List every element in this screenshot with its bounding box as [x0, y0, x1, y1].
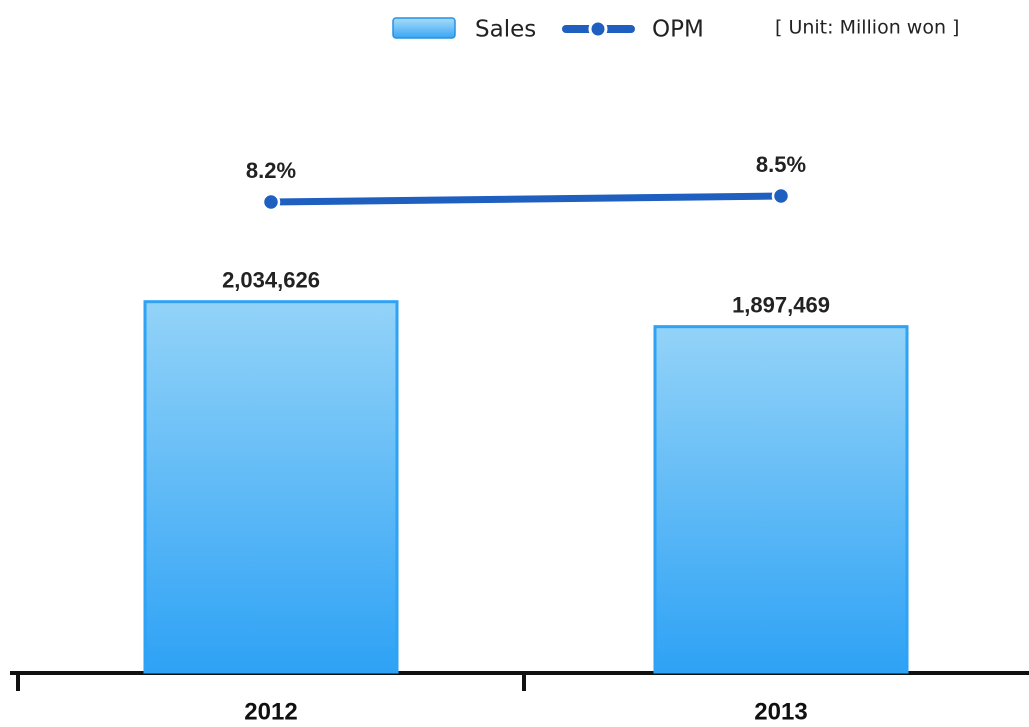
data-label: 8.5%	[756, 152, 806, 177]
legend-label: OPM	[652, 17, 704, 43]
data-label: 1,897,469	[732, 292, 830, 317]
line	[270, 192, 782, 206]
legend-label: Sales	[475, 17, 536, 43]
data-label: 2,034,626	[222, 268, 320, 293]
legend-marker	[588, 19, 608, 39]
unit-label: [ Unit: Million won ]	[775, 17, 959, 39]
bar	[143, 300, 399, 674]
data-label: 8.2%	[246, 158, 296, 183]
x-tick-label: 2012	[244, 698, 297, 725]
bar	[653, 325, 909, 674]
line-marker	[261, 192, 281, 212]
line-marker	[771, 186, 791, 206]
x-tick-label: 2013	[754, 698, 807, 725]
legend-swatch-sales	[392, 17, 456, 39]
